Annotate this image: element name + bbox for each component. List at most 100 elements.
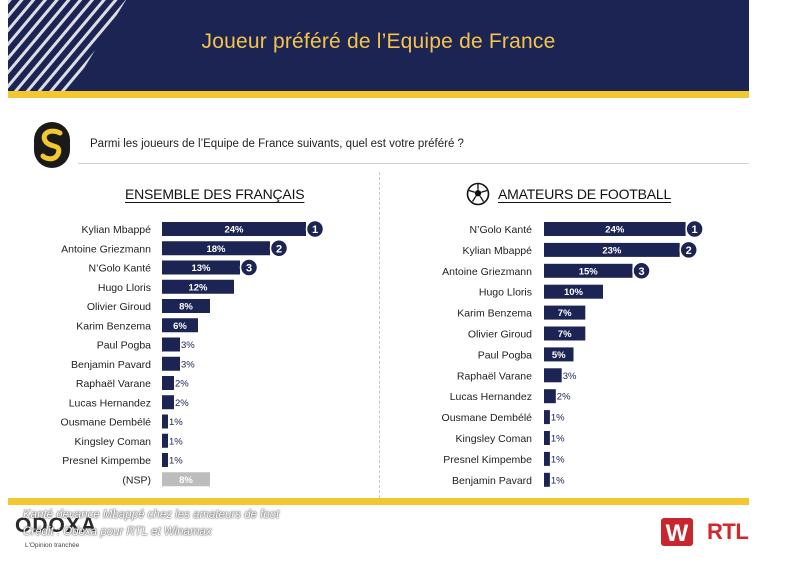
chart-football-fans: N’Golo Kanté 24% 1 Kylian Mbappé 23% 2 Antoine… xyxy=(442,219,704,487)
category-label: N’Golo Kanté xyxy=(470,224,533,236)
category-label: Paul Pogba xyxy=(478,349,532,361)
category-label: N’Golo Kanté xyxy=(89,263,152,275)
rank-number: 2 xyxy=(686,245,692,257)
bar xyxy=(162,433,168,448)
rank-badge xyxy=(269,239,289,258)
value-label: 2% xyxy=(557,392,571,403)
category-label: Raphaël Varane xyxy=(457,370,532,382)
winamax-logo: W xyxy=(661,518,693,547)
category-label: Kylian Mbappé xyxy=(82,224,152,236)
value-label: 3% xyxy=(181,340,195,351)
bar xyxy=(162,318,198,333)
category-label: Presnel Kimpembe xyxy=(62,455,151,467)
column-divider xyxy=(379,172,380,498)
bar xyxy=(162,356,180,371)
slide: Joueur préféré de l’Equipe de France Par… xyxy=(8,0,749,563)
value-label: 1% xyxy=(551,413,565,424)
category-label: Ousmane Dembélé xyxy=(442,412,533,424)
bar xyxy=(544,389,556,404)
value-label: 7% xyxy=(558,329,572,340)
bar xyxy=(544,284,603,299)
value-label: 3% xyxy=(563,371,577,382)
rank-badge xyxy=(685,219,704,239)
bar xyxy=(162,414,168,429)
bar xyxy=(544,263,633,278)
chart-all-french: Kylian Mbappé 24% 1 Antoine Griezmann 18% 2 N’… xyxy=(61,219,325,487)
chart-title-football-fans: AMATEURS DE FOOTBALL xyxy=(498,186,672,202)
bar xyxy=(162,279,234,294)
rank-badge xyxy=(679,240,698,260)
category-label: Lucas Hernandez xyxy=(69,397,151,409)
value-label: 5% xyxy=(552,350,566,361)
rank-number: 3 xyxy=(246,263,252,275)
bar xyxy=(162,453,168,467)
rank-badge xyxy=(305,219,325,239)
category-label: Antoine Griezmann xyxy=(442,266,532,278)
rtl-logo: RTL xyxy=(707,519,749,544)
bar xyxy=(544,326,586,341)
value-label: 10% xyxy=(564,287,584,298)
footer-divider xyxy=(8,498,749,505)
survey-question: Parmi les joueurs de l’Equipe de France … xyxy=(90,138,464,150)
category-label: Kingsley Coman xyxy=(75,436,152,448)
category-label: Paul Pogba xyxy=(97,340,151,352)
value-label: 1% xyxy=(169,417,183,428)
category-label: Olivier Giroud xyxy=(87,301,151,313)
rank-badge xyxy=(632,261,651,281)
category-label: Benjamin Pavard xyxy=(452,475,532,487)
bar xyxy=(544,222,686,236)
value-label: 2% xyxy=(175,398,189,409)
bar xyxy=(162,472,210,487)
banner-stripes-decoration xyxy=(8,0,126,91)
value-label: 2% xyxy=(175,379,189,390)
header-divider xyxy=(8,91,749,98)
page-title: Joueur préféré de l’Equipe de France xyxy=(201,30,556,53)
rank-number: 2 xyxy=(276,243,282,255)
value-label: 8% xyxy=(179,475,193,486)
odoxa-tagline: L'Opinion tranchée xyxy=(25,542,80,549)
value-label: 12% xyxy=(188,282,208,293)
category-label: Antoine Griezmann xyxy=(61,243,151,255)
category-label: Karim Benzema xyxy=(76,320,151,332)
bar xyxy=(544,431,550,445)
value-label: 7% xyxy=(558,308,572,319)
caption-credit: Crédit : Odoxa pour RTL et Winamax xyxy=(23,526,212,538)
rank-number: 1 xyxy=(692,224,698,236)
category-label: Lucas Hernandez xyxy=(450,391,532,403)
bar xyxy=(162,241,270,256)
category-label: Raphaël Varane xyxy=(76,378,151,390)
photo-caption: Kanté devance Mbappé chez les amateurs d… xyxy=(23,507,279,541)
rank-number: 1 xyxy=(312,224,318,236)
category-label: Hugo Lloris xyxy=(479,287,532,299)
category-label: Ousmane Dembélé xyxy=(61,417,152,429)
value-label: 23% xyxy=(602,245,622,256)
value-label: 1% xyxy=(551,475,565,486)
value-label: 1% xyxy=(169,436,183,447)
value-label: 18% xyxy=(206,244,226,255)
category-label: Kingsley Coman xyxy=(456,433,533,445)
odoxa-swirl-badge-icon xyxy=(34,122,70,168)
category-label: Karim Benzema xyxy=(457,308,532,320)
bar xyxy=(544,305,586,320)
football-icon xyxy=(466,182,490,206)
header-banner: Joueur préféré de l’Equipe de France xyxy=(8,0,749,91)
category-label: Benjamin Pavard xyxy=(71,359,151,371)
bar xyxy=(162,395,174,410)
bar xyxy=(162,260,240,275)
question-divider xyxy=(78,163,749,164)
value-label: 1% xyxy=(551,434,565,445)
value-label: 3% xyxy=(181,359,195,370)
value-label: 1% xyxy=(169,456,183,467)
value-label: 1% xyxy=(551,454,565,465)
value-label: 13% xyxy=(191,263,211,274)
rank-badge xyxy=(239,258,259,277)
category-label: Olivier Giroud xyxy=(468,329,532,341)
odoxa-logo: ODOXA xyxy=(15,514,98,537)
category-label: (NSP) xyxy=(122,474,151,486)
value-label: 8% xyxy=(179,302,193,313)
bar xyxy=(544,347,574,362)
chart-title-all-french: ENSEMBLE DES FRANÇAIS xyxy=(125,186,305,202)
bar xyxy=(544,472,550,487)
bar xyxy=(162,299,210,313)
value-label: 6% xyxy=(173,321,187,332)
